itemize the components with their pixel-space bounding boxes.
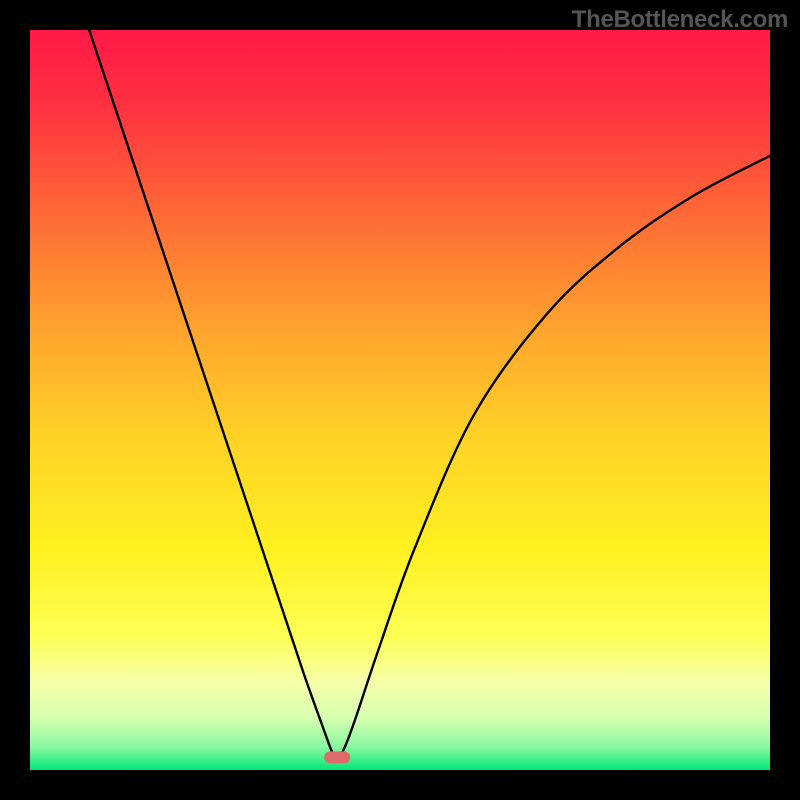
bottleneck-chart: [0, 0, 800, 800]
watermark-text: TheBottleneck.com: [572, 6, 788, 34]
plot-background: [30, 30, 770, 770]
minimum-marker: [324, 751, 350, 763]
chart-container: TheBottleneck.com: [0, 0, 800, 800]
